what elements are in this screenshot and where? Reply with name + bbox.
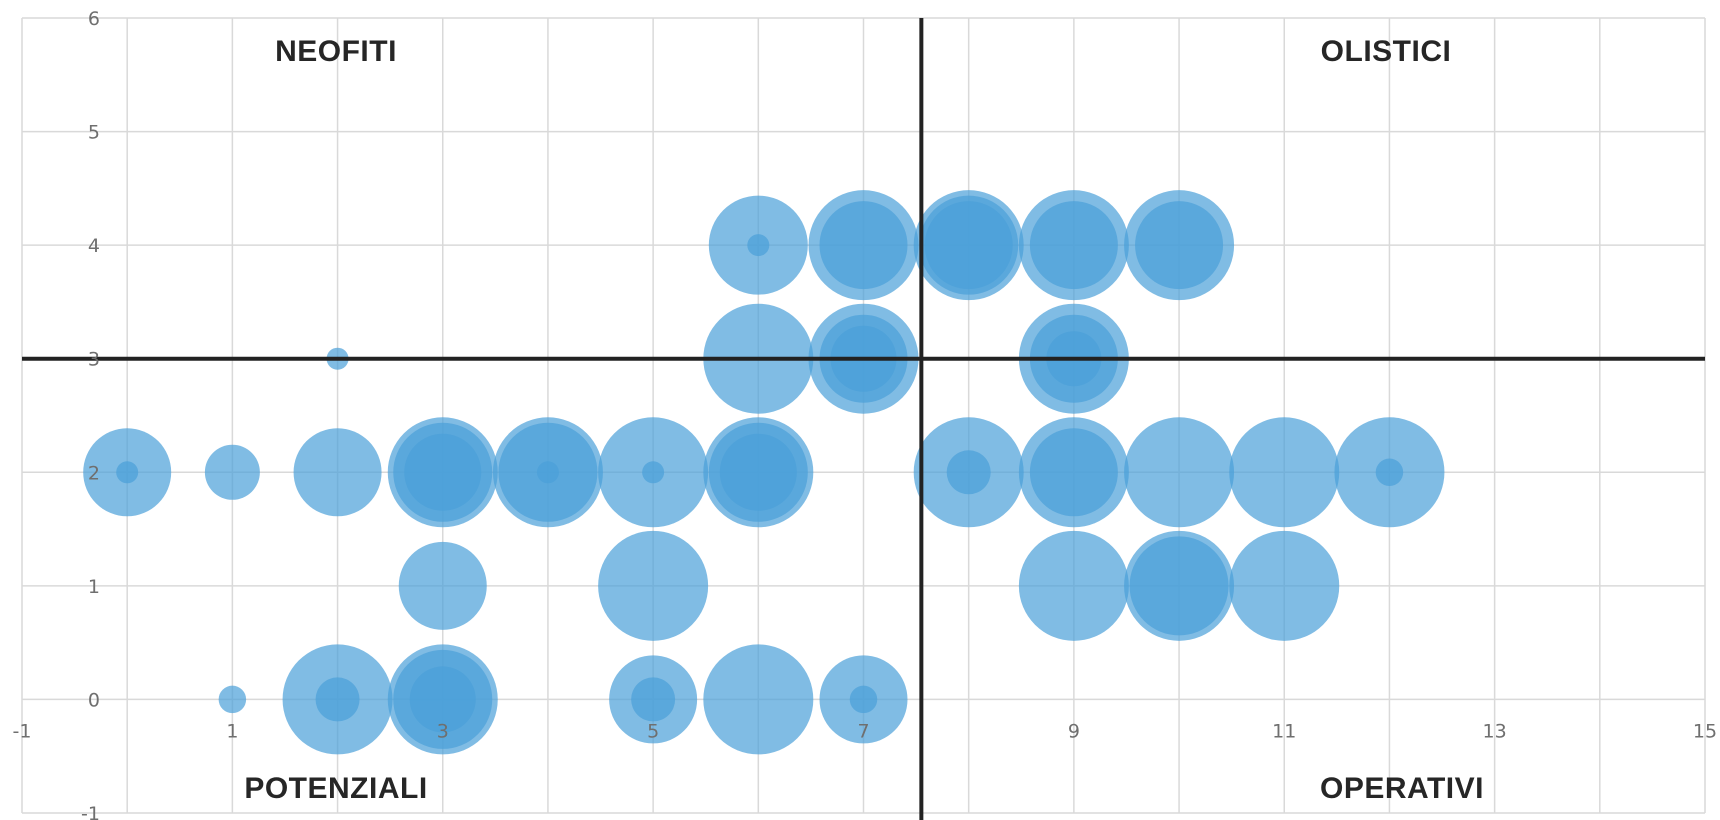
bubble-point [1229, 530, 1340, 641]
bubble-point [819, 201, 908, 290]
bubble-point [1129, 536, 1229, 636]
y-tick-label: 5 [88, 122, 100, 144]
bubble-point [1375, 458, 1404, 487]
bubble-point [924, 201, 1013, 290]
bubble-point [1124, 417, 1235, 528]
bubble-point [536, 461, 559, 484]
bubble-point [293, 428, 382, 517]
bubble-point [409, 666, 476, 733]
bubble-point [204, 444, 260, 500]
bubble-point [719, 433, 797, 511]
bubble-point [315, 677, 360, 722]
quadrant-lines [22, 18, 1705, 820]
bubble-point [1018, 530, 1129, 641]
y-tick-label: 6 [88, 8, 100, 30]
x-tick-label: 11 [1272, 720, 1296, 742]
bubble-point [642, 461, 665, 484]
bubble-point [703, 644, 814, 755]
quadrant-label-neofiti: NEOFITI [275, 35, 397, 68]
bubble-point [1135, 201, 1224, 290]
quadrant-label-olistici: OLISTICI [1321, 35, 1452, 68]
x-tick-label: 15 [1693, 720, 1717, 742]
bubble-point [1029, 428, 1118, 517]
x-tick-label: 3 [437, 720, 449, 742]
x-tick-label: 7 [857, 720, 869, 742]
y-tick-label: -1 [81, 803, 100, 820]
y-tick-label: 1 [88, 576, 100, 598]
x-tick-label: 9 [1068, 720, 1080, 742]
y-tick-label: 0 [88, 689, 100, 711]
x-tick-label: 5 [647, 720, 659, 742]
quadrant-label-potenziali: POTENZIALI [244, 772, 427, 805]
bubble-point [849, 685, 878, 714]
y-tick-label: 2 [88, 462, 100, 484]
bubble-point [747, 234, 770, 257]
bubble-point [946, 450, 991, 495]
bubble-point [398, 541, 487, 630]
y-tick-label: 4 [88, 235, 100, 257]
bubble-point [404, 433, 482, 511]
x-tick-label: -1 [13, 720, 32, 742]
bubble-point [631, 677, 676, 722]
bubble-point [218, 685, 247, 714]
x-tick-label: 1 [226, 720, 238, 742]
bubble-point [1229, 417, 1340, 528]
bubble-point [598, 530, 709, 641]
y-tick-label: 3 [88, 349, 100, 371]
quadrant-labels: NEOFITI OLISTICI POTENZIALI OPERATIVI [244, 35, 1484, 805]
x-tick-label: 13 [1483, 720, 1507, 742]
bubble-point [1029, 201, 1118, 290]
bubble-point [116, 461, 139, 484]
quadrant-label-operativi: OPERATIVI [1320, 772, 1484, 805]
